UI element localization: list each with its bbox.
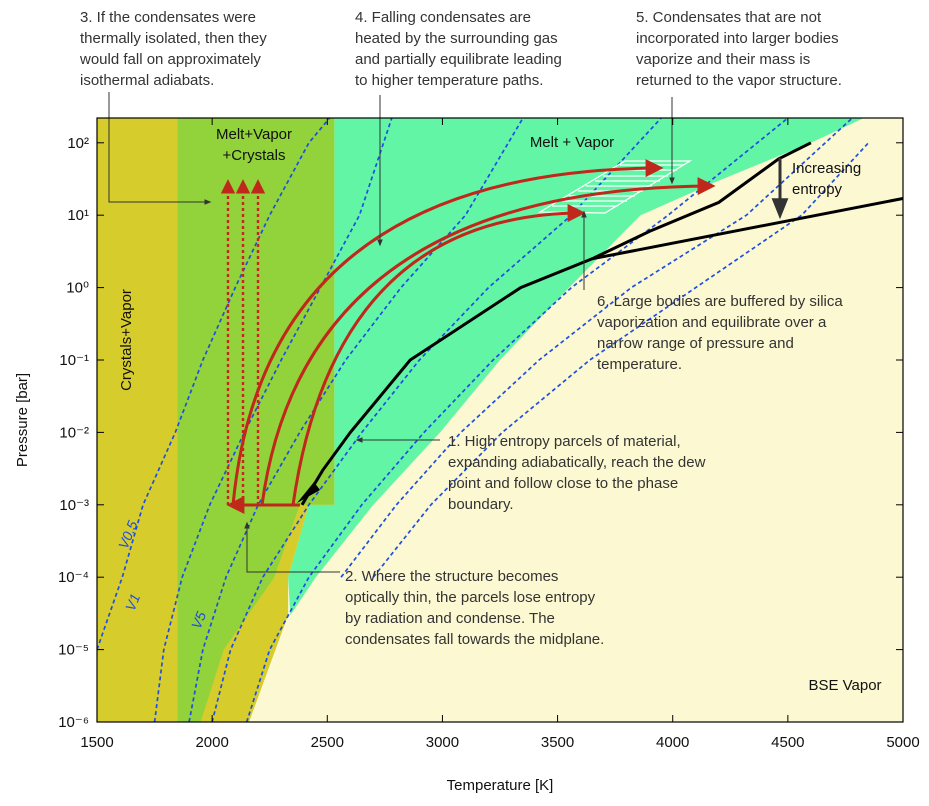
y-tick-label: 10⁻⁵ xyxy=(58,642,89,659)
x-axis-label: Temperature [K] xyxy=(447,777,554,794)
annotation: returned to the vapor structure. xyxy=(636,72,842,89)
x-tick-label: 5000 xyxy=(886,734,919,751)
annotation: vaporize and their mass is xyxy=(636,51,810,68)
plot-frame xyxy=(96,117,904,723)
annotation: temperature. xyxy=(597,356,682,373)
annotation: 5. Condensates that are not xyxy=(636,9,822,26)
annotation: vaporization and equilibrate over a xyxy=(597,314,827,331)
x-tick-label: 4000 xyxy=(656,734,689,751)
x-tick-label: 3000 xyxy=(426,734,459,751)
y-tick-label: 10⁻⁴ xyxy=(58,569,89,586)
annotation: and partially equilibrate leading xyxy=(355,51,562,68)
adiabat xyxy=(211,118,662,722)
region-label: Melt + Vapor xyxy=(530,134,614,151)
line-label: V5 xyxy=(188,609,209,631)
y-tick-label: 10⁻⁶ xyxy=(58,714,89,731)
y-axis-label: Pressure [bar] xyxy=(14,373,31,467)
region-label: +Crystals xyxy=(223,147,286,164)
y-tick-label: 10⁻¹ xyxy=(59,352,89,369)
annotation: heated by the surrounding gas xyxy=(355,30,558,47)
annotation: incorporated into larger bodies xyxy=(636,30,839,47)
adiabat xyxy=(372,142,870,578)
annotation: 3. If the condensates were xyxy=(80,9,256,26)
y-tick-label: 10² xyxy=(67,135,89,152)
annotation: optically thin, the parcels lose entropy xyxy=(345,589,596,606)
annotation: 2. Where the structure becomes xyxy=(345,568,558,585)
annotation: by radiation and condense. The xyxy=(345,610,555,627)
plot-area xyxy=(97,118,903,722)
phase-boundary xyxy=(300,141,812,506)
y-tick-label: 10⁻² xyxy=(59,424,89,441)
annotation: condensates fall towards the midplane. xyxy=(345,631,604,648)
phase-boundary xyxy=(591,197,903,261)
annotation: thermally isolated, then they xyxy=(80,30,267,47)
adiabat xyxy=(340,118,853,578)
adiabat xyxy=(97,118,331,650)
annotation: 6. Large bodies are buffered by silica xyxy=(597,293,843,310)
annotation: boundary. xyxy=(448,496,514,513)
phase-region xyxy=(177,118,335,722)
region-label: BSE Vapor xyxy=(808,677,881,694)
x-tick-label: 3500 xyxy=(541,734,574,751)
region-label: entropy xyxy=(792,181,843,198)
arrow-head xyxy=(297,482,320,503)
leader-lines xyxy=(108,92,675,573)
region-label: Crystals+Vapor xyxy=(118,289,135,391)
annotation: to higher temperature paths. xyxy=(355,72,543,89)
region-label: Melt+Vapor xyxy=(216,126,292,143)
line-label: V1 xyxy=(122,591,143,613)
x-tick-label: 2000 xyxy=(195,734,228,751)
condensate-paths xyxy=(220,159,716,514)
annotation-layer: Melt+Vapor +Crystals Melt + Vapor Crysta… xyxy=(14,9,920,794)
annotation: 4. Falling condensates are xyxy=(355,9,531,26)
annotation: point and follow close to the phase xyxy=(448,475,678,492)
phase-region xyxy=(288,118,864,616)
x-tick-label: 4500 xyxy=(771,734,804,751)
y-tick-label: 10¹ xyxy=(67,207,89,224)
annotation: isothermal adiabats. xyxy=(80,72,214,89)
annotation: expanding adiabatically, reach the dew xyxy=(448,454,706,471)
region-label: Increasing xyxy=(792,160,861,177)
x-tick-label: 1500 xyxy=(80,734,113,751)
annotation: narrow range of pressure and xyxy=(597,335,794,352)
y-tick-label: 10⁻³ xyxy=(59,497,89,514)
annotation: would fall on approximately xyxy=(79,51,261,68)
y-tick-label: 10⁰ xyxy=(66,280,89,297)
x-tick-label: 2500 xyxy=(311,734,344,751)
annotation: 1. High entropy parcels of material, xyxy=(448,433,681,450)
